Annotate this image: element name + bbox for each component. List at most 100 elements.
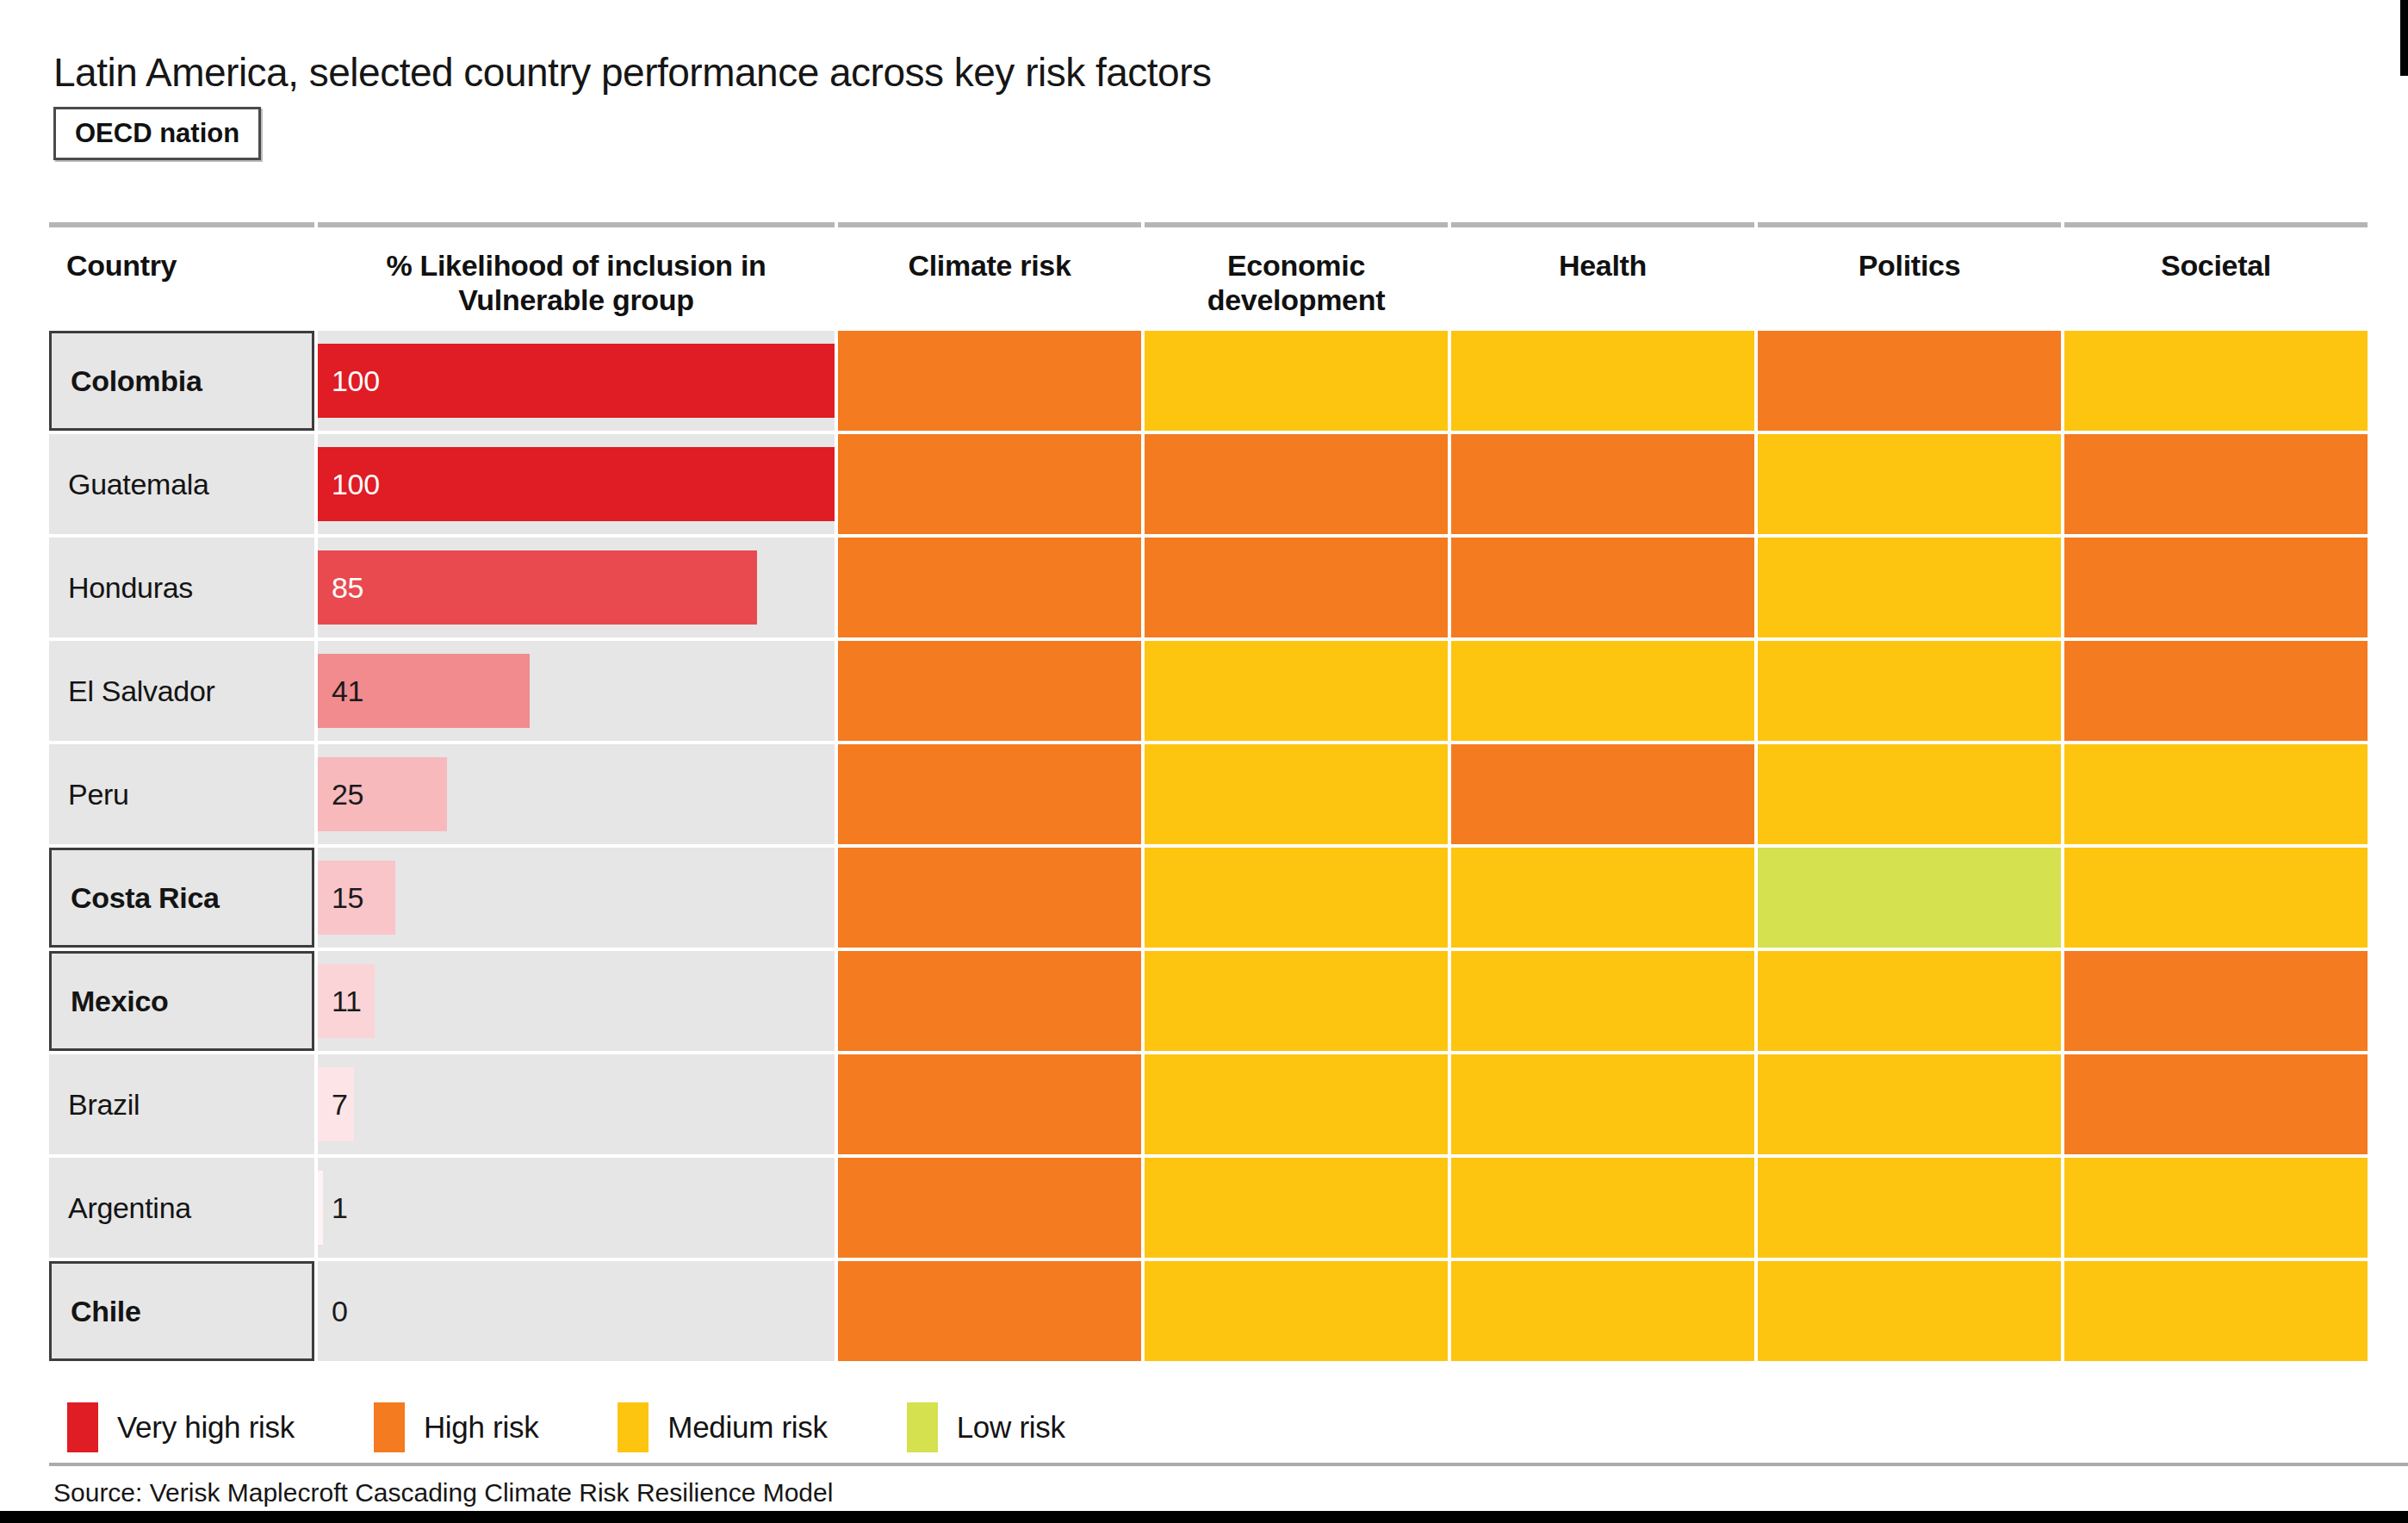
likelihood-header-line2: Vulnerable group xyxy=(458,283,694,316)
risk-cell-economic xyxy=(1145,951,1448,1051)
table-row: Colombia 100 xyxy=(49,331,2368,431)
risk-cell-economic xyxy=(1145,1158,1448,1258)
risk-cell-climate xyxy=(838,1261,1141,1361)
risk-cell-economic xyxy=(1145,434,1448,534)
risk-cell-climate xyxy=(838,848,1141,948)
legend-item-high-risk: High risk xyxy=(374,1402,538,1452)
risk-cell-politics xyxy=(1758,744,2061,844)
page-title: Latin America, selected country performa… xyxy=(53,49,1212,96)
likelihood-value: 85 xyxy=(332,571,363,605)
risk-cell-societal xyxy=(2064,434,2368,534)
source-note: Source: Verisk Maplecroft Cascading Clim… xyxy=(53,1478,833,1507)
column-header-climate-risk: Climate risk xyxy=(838,222,1141,324)
table-row: Honduras 85 xyxy=(49,538,2368,637)
country-label: El Salvador xyxy=(49,641,314,741)
oecd-nation-tag: OECD nation xyxy=(53,107,261,160)
risk-cell-politics xyxy=(1758,1054,2061,1154)
risk-cell-societal xyxy=(2064,641,2368,741)
risk-cell-economic xyxy=(1145,1054,1448,1154)
risk-cell-climate xyxy=(838,331,1141,431)
likelihood-bar-cell: 41 xyxy=(318,641,835,741)
likelihood-value: 100 xyxy=(332,468,380,501)
table-body: Colombia 100 Guatemala 100 Honduras 85 xyxy=(49,331,2368,1361)
risk-cell-economic xyxy=(1145,744,1448,844)
table-row: Peru 25 xyxy=(49,744,2368,844)
likelihood-bar-cell: 0 xyxy=(318,1261,835,1361)
risk-legend: Very high risk High risk Medium risk Low… xyxy=(67,1402,1145,1452)
column-header-economic-development: Economic development xyxy=(1145,222,1448,324)
risk-cell-economic xyxy=(1145,641,1448,741)
likelihood-bar xyxy=(318,344,835,418)
likelihood-bar-cell: 1 xyxy=(318,1158,835,1258)
low-risk-swatch-icon xyxy=(907,1402,938,1452)
risk-cell-societal xyxy=(2064,538,2368,637)
very-high-risk-swatch-icon xyxy=(67,1402,98,1452)
risk-cell-health xyxy=(1451,1261,1754,1361)
legend-item-low-risk: Low risk xyxy=(907,1402,1065,1452)
risk-cell-climate xyxy=(838,641,1141,741)
risk-cell-health xyxy=(1451,434,1754,534)
risk-cell-societal xyxy=(2064,1261,2368,1361)
column-header-politics: Politics xyxy=(1758,222,2061,324)
table-row: Guatemala 100 xyxy=(49,434,2368,534)
window-bottom-edge xyxy=(0,1511,2408,1523)
table-header-row: Country % Likelihood of inclusion in Vul… xyxy=(49,222,2368,324)
risk-cell-climate xyxy=(838,951,1141,1051)
country-label: Argentina xyxy=(49,1158,314,1258)
risk-cell-societal xyxy=(2064,331,2368,431)
risk-cell-economic xyxy=(1145,538,1448,637)
risk-cell-health xyxy=(1451,848,1754,948)
risk-cell-economic xyxy=(1145,1261,1448,1361)
risk-cell-climate xyxy=(838,1158,1141,1258)
medium-risk-swatch-icon xyxy=(618,1402,649,1452)
likelihood-value: 1 xyxy=(332,1191,348,1225)
country-label: Costa Rica xyxy=(49,848,314,948)
table-row: Argentina 1 xyxy=(49,1158,2368,1258)
country-label: Mexico xyxy=(49,951,314,1051)
risk-cell-societal xyxy=(2064,951,2368,1051)
likelihood-bar-cell: 15 xyxy=(318,848,835,948)
risk-cell-economic xyxy=(1145,848,1448,948)
table-row: Chile 0 xyxy=(49,1261,2368,1361)
likelihood-bar-cell: 85 xyxy=(318,538,835,637)
risk-cell-politics xyxy=(1758,331,2061,431)
risk-cell-societal xyxy=(2064,744,2368,844)
likelihood-bar-cell: 100 xyxy=(318,331,835,431)
risk-cell-politics xyxy=(1758,538,2061,637)
likelihood-bar xyxy=(318,447,835,521)
risk-cell-politics xyxy=(1758,1261,2061,1361)
table-row: Costa Rica 15 xyxy=(49,848,2368,948)
risk-cell-societal xyxy=(2064,1158,2368,1258)
likelihood-bar xyxy=(318,1171,323,1245)
risk-cell-health xyxy=(1451,641,1754,741)
likelihood-bar-cell: 11 xyxy=(318,951,835,1051)
likelihood-value: 100 xyxy=(332,364,380,398)
risk-cell-climate xyxy=(838,434,1141,534)
risk-cell-politics xyxy=(1758,848,2061,948)
risk-cell-societal xyxy=(2064,1054,2368,1154)
likelihood-value: 0 xyxy=(332,1295,348,1328)
legend-item-very-high-risk: Very high risk xyxy=(67,1402,295,1452)
legend-label: Medium risk xyxy=(667,1410,827,1445)
country-label: Colombia xyxy=(49,331,314,431)
likelihood-value: 7 xyxy=(332,1088,348,1122)
country-label: Guatemala xyxy=(49,434,314,534)
likelihood-bar xyxy=(318,550,757,625)
likelihood-value: 15 xyxy=(332,881,363,915)
risk-cell-health xyxy=(1451,1158,1754,1258)
country-label: Brazil xyxy=(49,1054,314,1154)
country-label: Peru xyxy=(49,744,314,844)
column-header-country: Country xyxy=(49,222,314,324)
risk-cell-health xyxy=(1451,951,1754,1051)
risk-table: Country % Likelihood of inclusion in Vul… xyxy=(49,222,2368,1364)
likelihood-value: 25 xyxy=(332,778,363,811)
country-label: Chile xyxy=(49,1261,314,1361)
legend-label: Low risk xyxy=(957,1410,1065,1445)
likelihood-value: 11 xyxy=(332,985,362,1018)
legend-label: Very high risk xyxy=(117,1410,295,1445)
risk-cell-climate xyxy=(838,538,1141,637)
risk-cell-politics xyxy=(1758,641,2061,741)
risk-cell-health xyxy=(1451,331,1754,431)
likelihood-bar-cell: 100 xyxy=(318,434,835,534)
legend-item-medium-risk: Medium risk xyxy=(618,1402,827,1452)
